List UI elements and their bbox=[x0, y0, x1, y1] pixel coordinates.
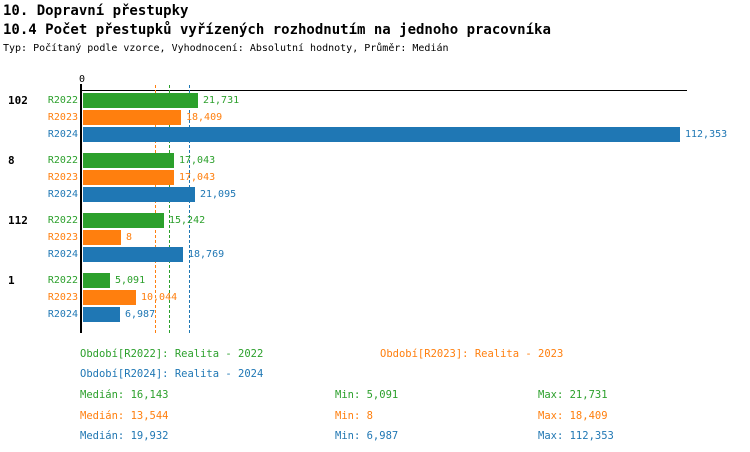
median-line-r2023 bbox=[155, 85, 156, 333]
bar-r2024-8 bbox=[83, 187, 195, 202]
stat-median-r2022: Medián: 16,143 bbox=[80, 389, 169, 401]
series-row-label: R2022 bbox=[47, 215, 78, 226]
series-row-label: R2023 bbox=[47, 232, 78, 243]
bar-r2023-102 bbox=[83, 110, 181, 125]
bar-value-label: 17,043 bbox=[179, 155, 216, 166]
median-line-r2024 bbox=[189, 85, 190, 333]
series-row-label: R2023 bbox=[47, 112, 78, 123]
bar-r2022-8 bbox=[83, 153, 174, 168]
bar-r2024-1 bbox=[83, 307, 120, 322]
bar-r2023-1 bbox=[83, 290, 136, 305]
bar-value-label: 15,242 bbox=[169, 215, 206, 226]
bar-value-label: 112,353 bbox=[685, 129, 728, 140]
category-label: 8 bbox=[8, 154, 15, 167]
series-row-label: R2023 bbox=[47, 172, 78, 183]
bar-r2024-102 bbox=[83, 127, 680, 142]
bar-value-label: 5,091 bbox=[115, 275, 146, 286]
series-row-label: R2022 bbox=[47, 95, 78, 106]
stat-min-r2024: Min: 6,987 bbox=[335, 430, 399, 442]
stat-max-r2023: Max: 18,409 bbox=[538, 410, 608, 422]
bar-r2022-102 bbox=[83, 93, 198, 108]
bar-r2022-112 bbox=[83, 213, 164, 228]
report-subtitle: 10.4 Počet přestupků vyřízených rozhodnu… bbox=[3, 22, 551, 38]
bar-r2023-112 bbox=[83, 230, 121, 245]
bar-value-label: 17,043 bbox=[179, 172, 216, 183]
bar-value-label: 21,095 bbox=[200, 189, 237, 200]
bar-value-label: 8 bbox=[126, 232, 133, 243]
series-row-label: R2024 bbox=[47, 189, 78, 200]
series-row-label: R2022 bbox=[47, 275, 78, 286]
series-row-label: R2023 bbox=[47, 292, 78, 303]
bar-value-label: 18,409 bbox=[186, 112, 223, 123]
series-row-label: R2024 bbox=[47, 249, 78, 260]
bar-value-label: 6,987 bbox=[125, 309, 156, 320]
bar-r2022-1 bbox=[83, 273, 110, 288]
median-line-r2022 bbox=[169, 85, 170, 333]
stat-median-r2024: Medián: 19,932 bbox=[80, 430, 169, 442]
series-row-label: R2022 bbox=[47, 155, 78, 166]
bar-r2024-112 bbox=[83, 247, 183, 262]
category-label: 112 bbox=[8, 214, 28, 227]
stat-min-r2022: Min: 5,091 bbox=[335, 389, 399, 401]
x-axis-zero-tick-label: 0 bbox=[78, 74, 86, 85]
series-row-label: R2024 bbox=[47, 309, 78, 320]
series-row-label: R2024 bbox=[47, 129, 78, 140]
report-meta: Typ: Počítaný podle vzorce, Vyhodnocení:… bbox=[3, 43, 449, 54]
legend-item-3: Období[R2024]: Realita - 2024 bbox=[80, 368, 264, 380]
legend-item-1: Období[R2022]: Realita - 2022 bbox=[80, 348, 264, 360]
category-label: 102 bbox=[8, 94, 28, 107]
bar-value-label: 18,769 bbox=[188, 249, 225, 260]
stat-max-r2022: Max: 21,731 bbox=[538, 389, 608, 401]
category-label: 1 bbox=[8, 274, 15, 287]
stat-median-r2023: Medián: 13,544 bbox=[80, 410, 169, 422]
y-axis-line bbox=[80, 84, 82, 333]
bar-r2023-8 bbox=[83, 170, 174, 185]
bar-value-label: 21,731 bbox=[203, 95, 240, 106]
legend-item-2: Období[R2023]: Realita - 2023 bbox=[380, 348, 564, 360]
x-axis-line bbox=[80, 90, 687, 91]
stat-min-r2023: Min: 8 bbox=[335, 410, 373, 422]
stat-max-r2024: Max: 112,353 bbox=[538, 430, 614, 442]
bar-value-label: 10,044 bbox=[141, 292, 178, 303]
report-title: 10. Dopravní přestupky bbox=[3, 3, 189, 19]
